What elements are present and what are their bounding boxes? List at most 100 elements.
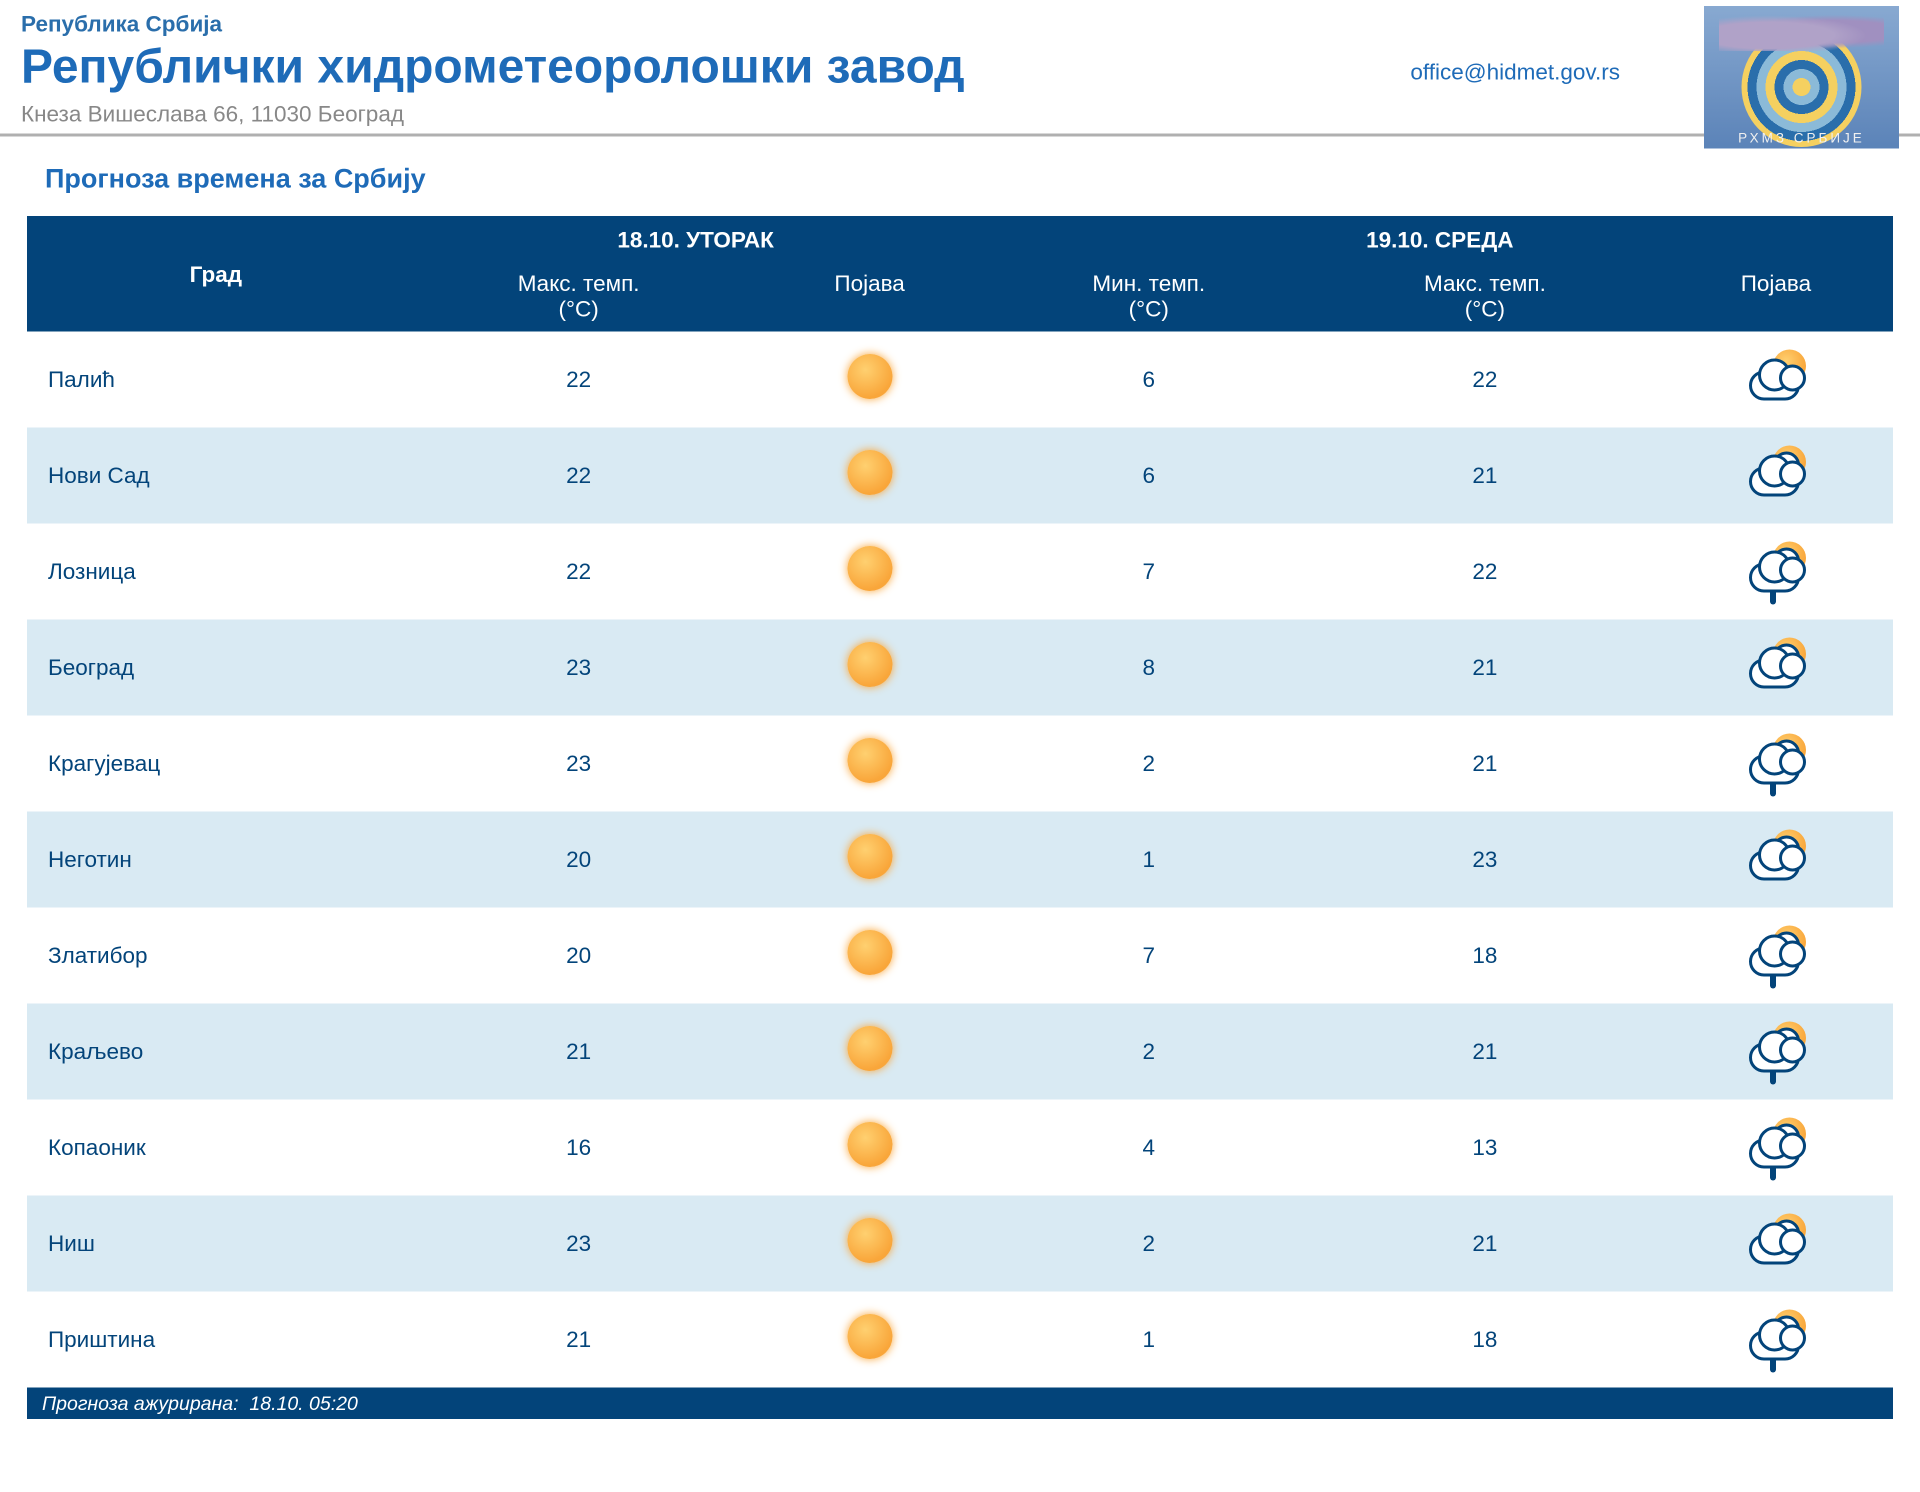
page-header: Република Србија Републички хидрометеоро… — [0, 0, 1920, 137]
cell-d1-max: 21 — [405, 1292, 753, 1388]
cell-d1-max: 16 — [405, 1100, 753, 1196]
cell-d2-min: 4 — [987, 1100, 1311, 1196]
cell-d1-icon — [753, 1100, 987, 1196]
cell-d2-max: 23 — [1311, 812, 1659, 908]
col-header-day1: 18.10. УТОРАК — [405, 216, 987, 263]
cell-d2-min: 6 — [987, 332, 1311, 428]
table-row: Крагујевац23221 — [27, 716, 1893, 812]
cell-d2-min: 7 — [987, 524, 1311, 620]
sun-icon — [837, 734, 903, 788]
cell-d1-icon — [753, 524, 987, 620]
sun-icon — [837, 350, 903, 404]
col-header-unit-label3: (°C) — [1465, 297, 1505, 323]
cell-d2-min: 6 — [987, 428, 1311, 524]
cell-city: Ниш — [27, 1196, 405, 1292]
sun-clouds-rain-icon — [1743, 542, 1809, 596]
cell-city: Неготин — [27, 812, 405, 908]
cell-d2-icon — [1659, 908, 1893, 1004]
cell-d2-max: 18 — [1311, 1292, 1659, 1388]
sun-clouds-rain-icon — [1743, 926, 1809, 980]
sun-clouds-icon — [1743, 446, 1809, 500]
col-header-d1-cond: Појава — [753, 263, 987, 332]
cell-d2-icon — [1659, 716, 1893, 812]
col-header-d2-max: Макс. темп. (°C) — [1311, 263, 1659, 332]
cell-city: Палић — [27, 332, 405, 428]
sun-icon — [837, 638, 903, 692]
table-row: Златибор20718 — [27, 908, 1893, 1004]
cell-city: Краљево — [27, 1004, 405, 1100]
col-header-max-label2: Макс. темп. — [1424, 272, 1546, 298]
col-header-unit-label2: (°C) — [1129, 297, 1169, 323]
cell-d1-icon — [753, 428, 987, 524]
cell-d2-icon — [1659, 428, 1893, 524]
cell-d2-icon — [1659, 1196, 1893, 1292]
table-row: Неготин20123 — [27, 812, 1893, 908]
table-row: Лозница22722 — [27, 524, 1893, 620]
cell-city: Приштина — [27, 1292, 405, 1388]
section-title: Прогноза времена за Србију — [0, 137, 1920, 217]
col-header-min-label: Мин. темп. — [1092, 272, 1205, 298]
cell-d1-max: 22 — [405, 332, 753, 428]
cell-d1-max: 22 — [405, 428, 753, 524]
cell-d1-icon — [753, 1004, 987, 1100]
col-header-max-label: Макс. темп. — [518, 272, 640, 298]
cell-d2-max: 21 — [1311, 1196, 1659, 1292]
sun-icon — [837, 830, 903, 884]
logo-caption: РХМЗ СРБИЈЕ — [1704, 131, 1899, 146]
footer-updated-value: 18.10. 05:20 — [249, 1392, 357, 1415]
table-row: Палић22622 — [27, 332, 1893, 428]
cell-d2-max: 18 — [1311, 908, 1659, 1004]
cell-d2-min: 2 — [987, 1004, 1311, 1100]
cell-d2-icon — [1659, 524, 1893, 620]
col-header-unit-label: (°C) — [558, 297, 598, 323]
cell-d2-icon — [1659, 1292, 1893, 1388]
sun-clouds-rain-icon — [1743, 1118, 1809, 1172]
sun-clouds-rain-icon — [1743, 734, 1809, 788]
sun-clouds-rain-icon — [1743, 1310, 1809, 1364]
cell-city: Крагујевац — [27, 716, 405, 812]
table-row: Београд23821 — [27, 620, 1893, 716]
cell-d2-min: 8 — [987, 620, 1311, 716]
cell-d1-icon — [753, 1292, 987, 1388]
cell-d2-icon — [1659, 332, 1893, 428]
col-header-d1-max: Макс. темп. (°C) — [405, 263, 753, 332]
institute-logo: РХМЗ СРБИЈЕ — [1704, 6, 1899, 149]
institute-address: Кнеза Вишеслава 66, 11030 Београд — [21, 102, 1899, 128]
cell-d1-max: 23 — [405, 620, 753, 716]
cell-d1-icon — [753, 716, 987, 812]
col-header-d2-min: Мин. темп. (°C) — [987, 263, 1311, 332]
cell-d2-min: 7 — [987, 908, 1311, 1004]
cell-city: Копаоник — [27, 1100, 405, 1196]
cell-d2-max: 22 — [1311, 332, 1659, 428]
cell-d1-icon — [753, 812, 987, 908]
cell-d2-max: 22 — [1311, 524, 1659, 620]
sun-icon — [837, 926, 903, 980]
footer-updated: Прогноза ажурирана: 18.10. 05:20 — [27, 1388, 1893, 1420]
table-row: Нови Сад22621 — [27, 428, 1893, 524]
col-header-day2: 19.10. СРЕДА — [987, 216, 1893, 263]
cell-d2-icon — [1659, 1004, 1893, 1100]
cell-d2-min: 1 — [987, 1292, 1311, 1388]
cell-d1-max: 21 — [405, 1004, 753, 1100]
cell-d1-icon — [753, 908, 987, 1004]
forecast-table: Град 18.10. УТОРАК 19.10. СРЕДА Макс. те… — [27, 216, 1893, 1388]
sun-clouds-icon — [1743, 638, 1809, 692]
cell-d1-max: 23 — [405, 1196, 753, 1292]
sun-clouds-icon — [1743, 830, 1809, 884]
forecast-table-body: Палић22622Нови Сад22621Лозница22722Беогр… — [27, 332, 1893, 1388]
sun-cloud-icon — [1743, 350, 1809, 404]
email-link[interactable]: office@hidmet.gov.rs — [1410, 60, 1620, 86]
sun-clouds-icon — [1743, 1214, 1809, 1268]
cell-d2-icon — [1659, 812, 1893, 908]
sun-icon — [837, 1214, 903, 1268]
col-header-city: Град — [27, 216, 405, 332]
cell-d1-max: 23 — [405, 716, 753, 812]
cell-d1-icon — [753, 620, 987, 716]
cell-d1-icon — [753, 1196, 987, 1292]
table-row: Краљево21221 — [27, 1004, 1893, 1100]
cell-city: Лозница — [27, 524, 405, 620]
cell-d2-min: 2 — [987, 1196, 1311, 1292]
cell-d1-icon — [753, 332, 987, 428]
table-row: Копаоник16413 — [27, 1100, 1893, 1196]
sun-icon — [837, 446, 903, 500]
